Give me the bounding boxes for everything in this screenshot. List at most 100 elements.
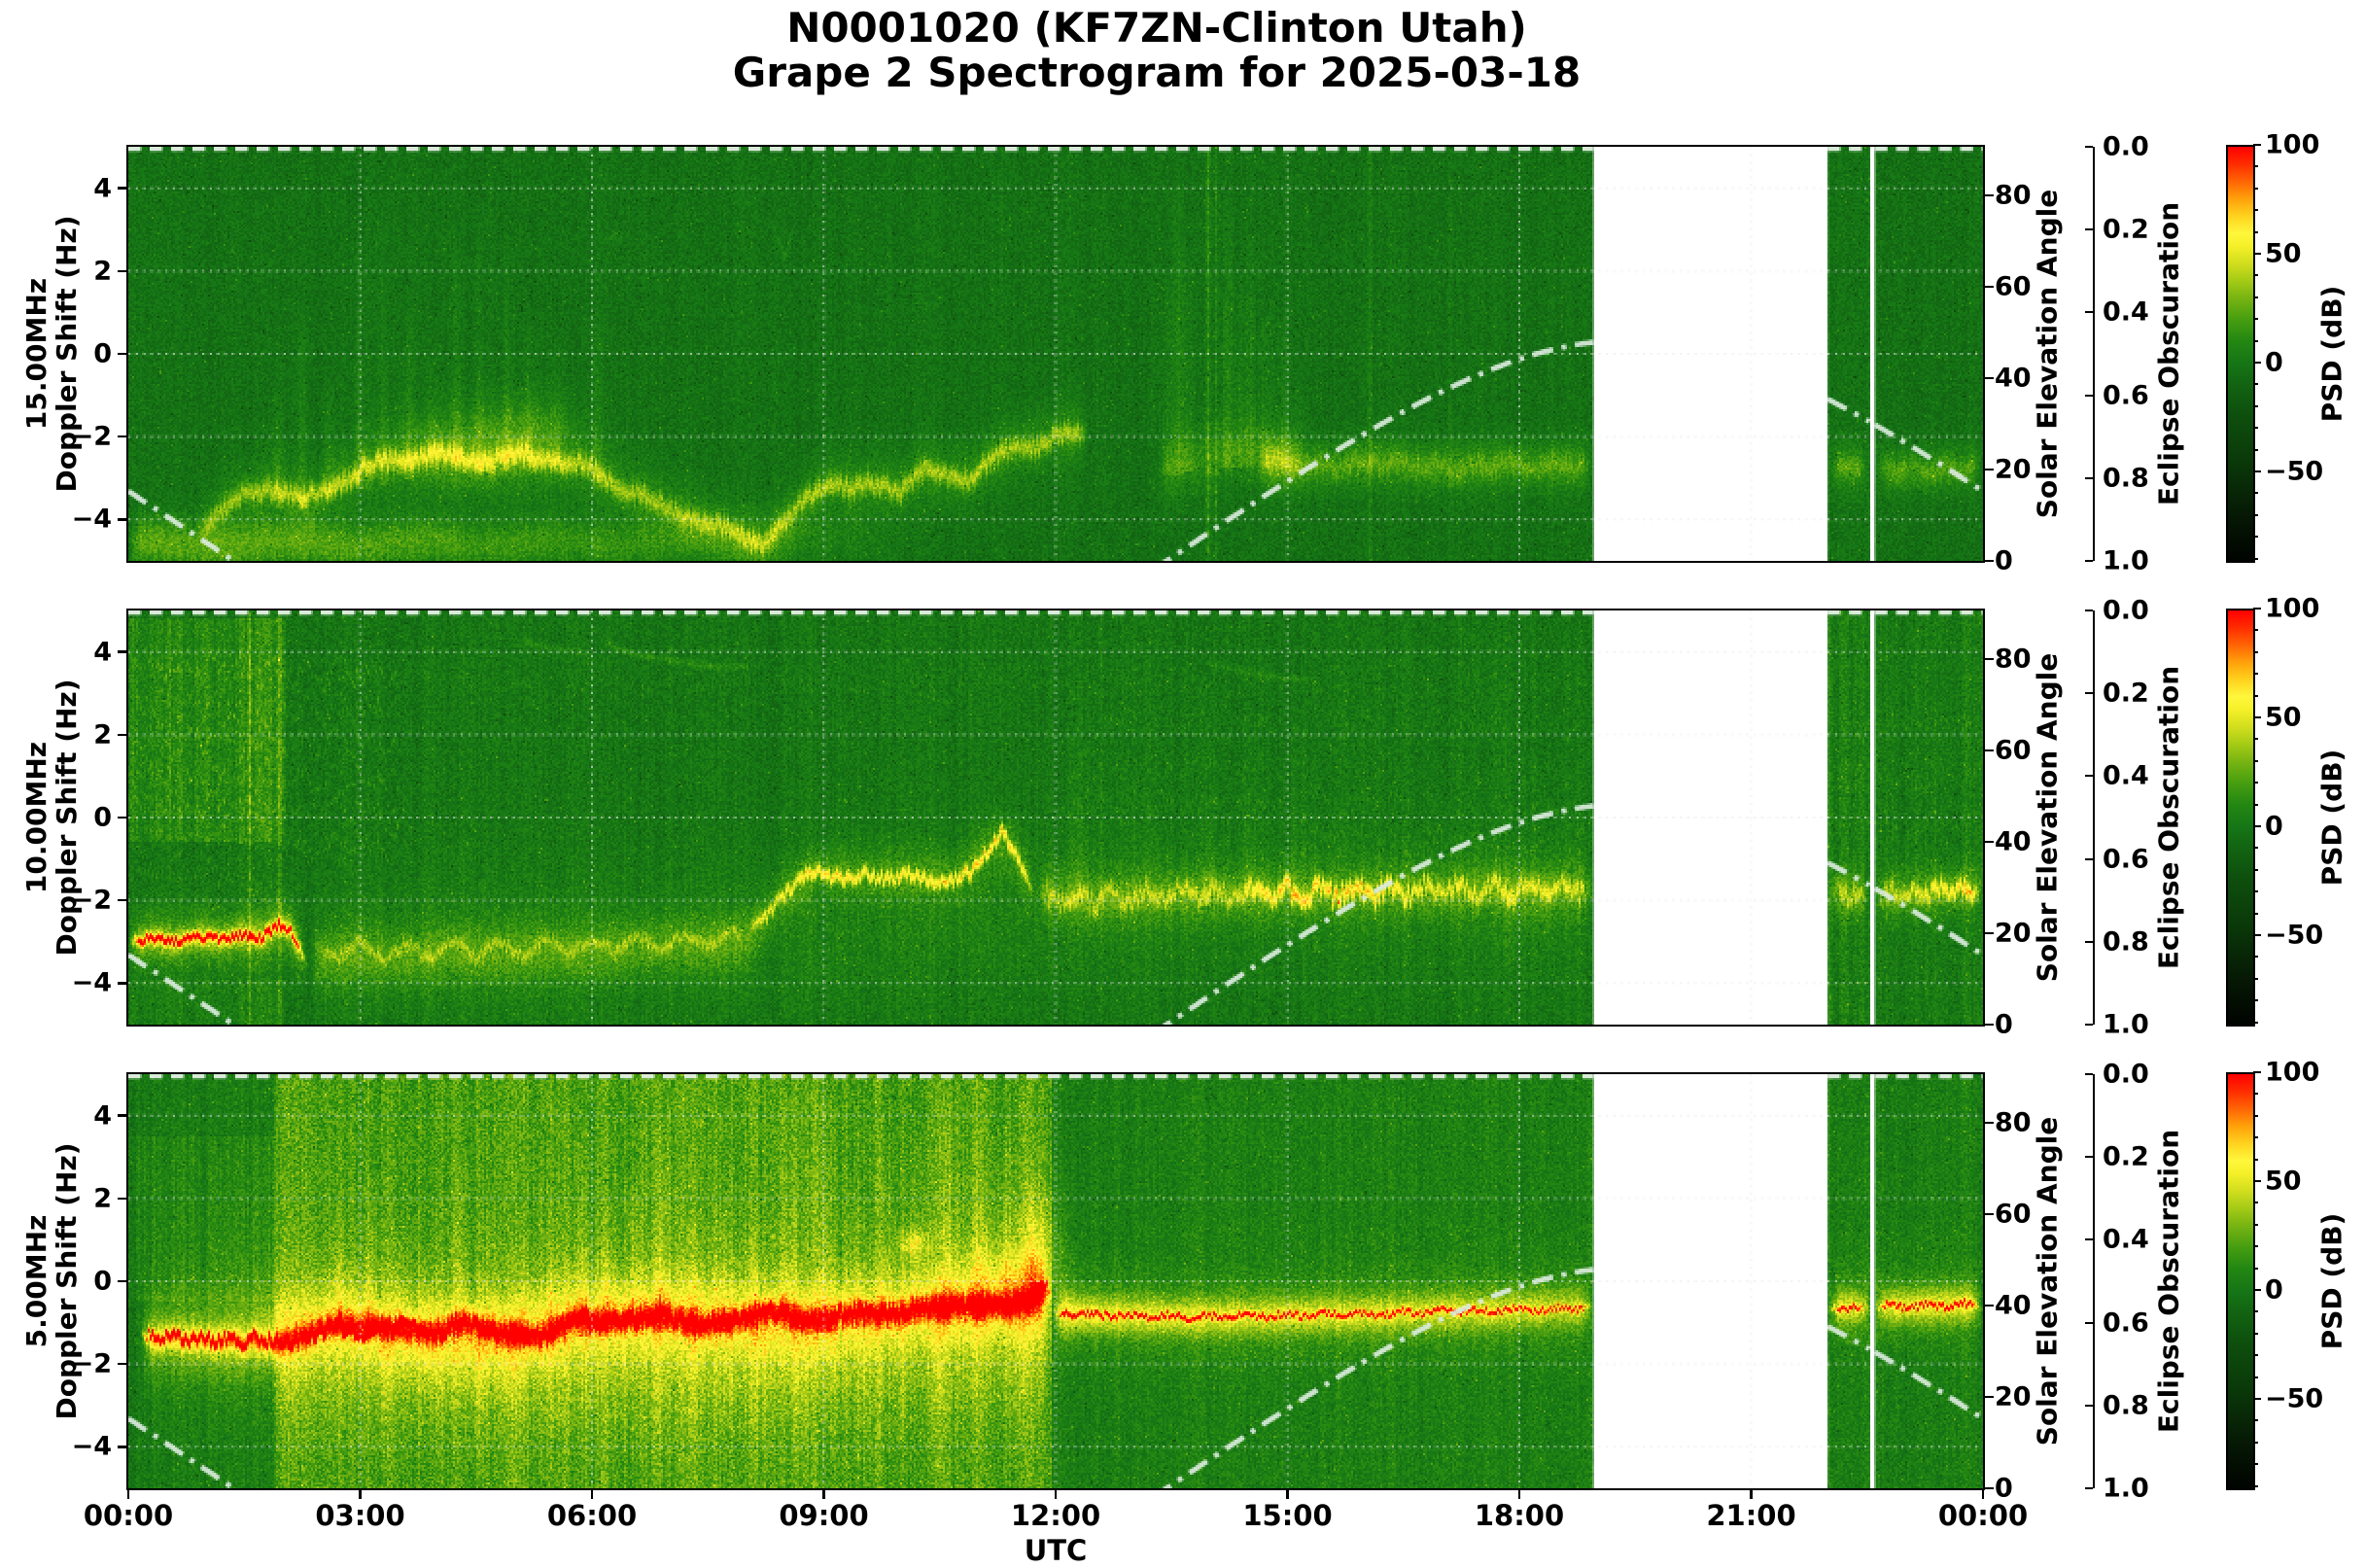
colorbar-tick-label: 50 <box>2265 1167 2302 1194</box>
colorbar-minor-tick <box>2253 318 2258 320</box>
colorbar-minor-tick <box>2253 1224 2258 1226</box>
colorbar-minor-tick <box>2253 1022 2258 1024</box>
colorbar-tick-mark <box>2253 608 2261 610</box>
solar-tick-mark <box>1985 194 1994 197</box>
solar-tick-mark <box>1985 1487 1994 1490</box>
eclipse-axis-title: Eclipse Obscuration <box>2153 666 2185 969</box>
eclipse-tick-mark <box>2085 1024 2093 1026</box>
colorbar-minor-tick <box>2253 760 2258 762</box>
colorbar-tick-label: 100 <box>2265 132 2319 158</box>
y-tick-mark <box>118 353 126 356</box>
colorbar-tick-mark <box>2253 1180 2261 1183</box>
frequency-label: 5.00MHz <box>21 1142 52 1419</box>
colorbar-tick-label: 100 <box>2265 1060 2319 1086</box>
colorbar-minor-tick <box>2253 1354 2258 1356</box>
x-tick-label: 12:00 <box>988 1499 1124 1532</box>
eclipse-tick-mark <box>2085 395 2093 397</box>
y-tick-label: 4 <box>58 175 112 201</box>
eclipse-tick-mark <box>2085 477 2093 479</box>
colorbar-minor-tick <box>2253 651 2258 653</box>
eclipse-tick-label: 0.2 <box>2103 680 2149 707</box>
solar-tick-label: 40 <box>1995 1292 2032 1318</box>
colorbar-tick-mark <box>2253 1289 2261 1292</box>
colorbar-minor-tick <box>2253 1115 2258 1117</box>
colorbar-tick-label: 50 <box>2265 240 2302 266</box>
eclipse-tick-mark <box>2085 1073 2093 1075</box>
eclipse-axis-spine <box>2093 147 2095 561</box>
colorbar-tick-mark <box>2253 144 2261 147</box>
colorbar-tick-mark <box>2253 253 2261 256</box>
eclipse-tick-mark <box>2085 775 2093 777</box>
colorbar-minor-tick <box>2253 890 2258 892</box>
colorbar-minor-tick <box>2253 1245 2258 1247</box>
y-tick-mark <box>118 270 126 273</box>
x-tick-label: 06:00 <box>524 1499 660 1532</box>
solar-tick-mark <box>1985 469 1994 471</box>
eclipse-tick-mark <box>2085 311 2093 313</box>
colorbar-minor-tick <box>2253 1463 2258 1465</box>
colorbar-tick-mark <box>2253 825 2261 828</box>
colorbar-minor-tick <box>2253 1419 2258 1421</box>
colorbar-tick-mark <box>2253 1071 2261 1074</box>
colorbar-tick-mark <box>2253 716 2261 719</box>
eclipse-tick-mark <box>2085 1405 2093 1407</box>
eclipse-axis-spine <box>2093 610 2095 1025</box>
colorbar-title: PSD (dB) <box>2316 749 2348 887</box>
y-tick-mark <box>118 1280 126 1283</box>
colorbar-minor-tick <box>2253 804 2258 806</box>
psd-colorbar <box>2226 609 2255 1027</box>
colorbar-tick-label: 0 <box>2265 813 2283 839</box>
eclipse-tick-label: 0.2 <box>2103 217 2149 243</box>
y-tick-label: 4 <box>58 1102 112 1129</box>
x-tick-mark <box>591 1490 594 1499</box>
eclipse-tick-label: 0.4 <box>2103 299 2149 326</box>
colorbar-tick-mark <box>2253 470 2261 473</box>
x-tick-mark <box>822 1490 825 1499</box>
spectrogram-panel-5.00MHz <box>126 1072 1985 1490</box>
colorbar-tick-mark <box>2253 934 2261 937</box>
eclipse-tick-mark <box>2085 146 2093 148</box>
solar-tick-mark <box>1985 1024 1994 1027</box>
solar-tick-mark <box>1985 1213 1994 1216</box>
colorbar-minor-tick <box>2253 274 2258 276</box>
doppler-axis-label: Doppler Shift (Hz) <box>52 215 82 492</box>
colorbar-minor-tick <box>2253 492 2258 494</box>
x-tick-label: 03:00 <box>293 1499 429 1532</box>
colorbar-tick-label: −50 <box>2265 458 2323 484</box>
colorbar-minor-tick <box>2253 1159 2258 1161</box>
colorbar-minor-tick <box>2253 1376 2258 1378</box>
colorbar-minor-tick <box>2253 427 2258 429</box>
eclipse-tick-label: 0.4 <box>2103 763 2149 789</box>
colorbar-minor-tick <box>2253 673 2258 675</box>
y-tick-mark <box>118 899 126 902</box>
colorbar-title: PSD (dB) <box>2316 1213 2348 1350</box>
eclipse-tick-label: 1.0 <box>2103 548 2149 575</box>
solar-axis-title: Solar Elevation Angle <box>2032 653 2064 982</box>
chart-title-line2: Grape 2 Spectrogram for 2025-03-18 <box>0 51 2313 95</box>
solar-tick-label: 80 <box>1995 182 2032 208</box>
y-tick-mark <box>118 1363 126 1366</box>
colorbar-minor-tick <box>2253 209 2258 211</box>
eclipse-tick-mark <box>2085 228 2093 230</box>
solar-tick-label: 20 <box>1995 456 2032 482</box>
colorbar-minor-tick <box>2253 1093 2258 1095</box>
eclipse-tick-mark <box>2085 1156 2093 1158</box>
colorbar-minor-tick <box>2253 296 2258 298</box>
y-tick-mark <box>118 1198 126 1201</box>
eclipse-tick-label: 0.6 <box>2103 382 2149 408</box>
solar-axis-title: Solar Elevation Angle <box>2032 190 2064 518</box>
x-tick-label: 21:00 <box>1684 1499 1820 1532</box>
colorbar-minor-tick <box>2253 1442 2258 1444</box>
spectrogram-panel-10.00MHz <box>126 609 1985 1027</box>
y-tick-label: 4 <box>58 639 112 665</box>
doppler-axis-label: Doppler Shift (Hz) <box>52 1142 82 1419</box>
colorbar-minor-tick <box>2253 514 2258 516</box>
eclipse-tick-mark <box>2085 1487 2093 1489</box>
colorbar-minor-tick <box>2253 1333 2258 1335</box>
colorbar-tick-label: −50 <box>2265 1385 2323 1411</box>
doppler-axis-label: Doppler Shift (Hz) <box>52 679 82 956</box>
colorbar-minor-tick <box>2253 405 2258 407</box>
colorbar-minor-tick <box>2253 449 2258 451</box>
colorbar-tick-label: 0 <box>2265 349 2283 375</box>
colorbar-minor-tick <box>2253 782 2258 784</box>
